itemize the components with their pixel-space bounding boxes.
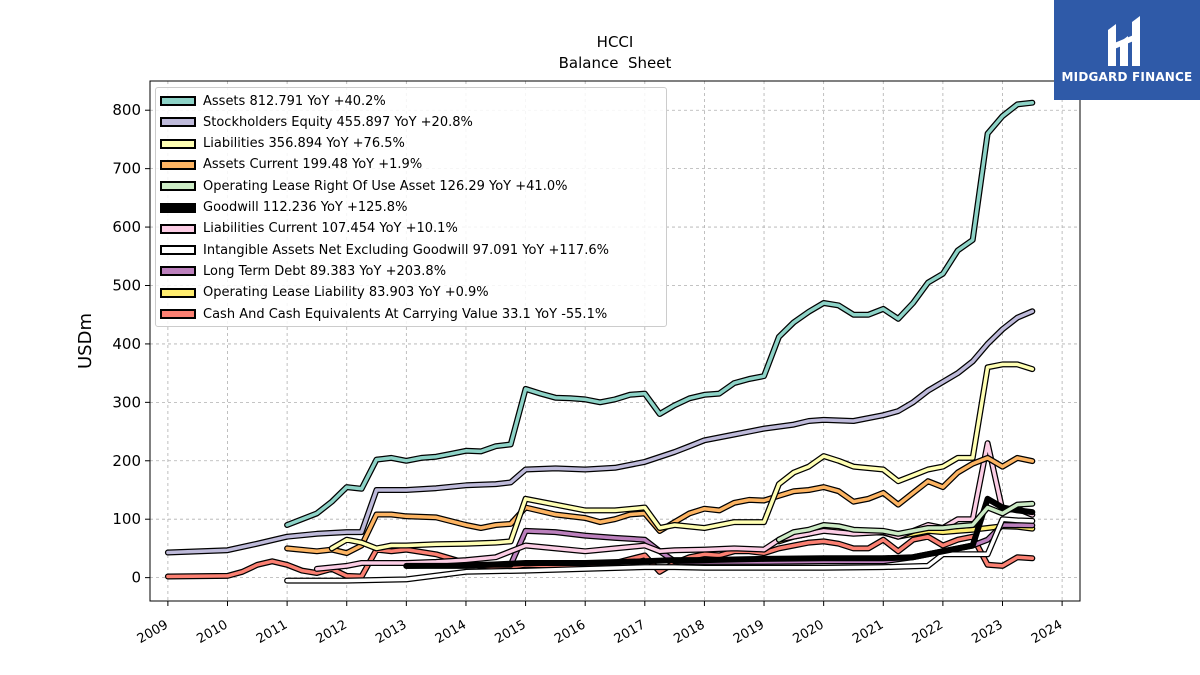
x-tick-label: 2012 — [314, 617, 350, 647]
brand-name: MIDGARD FINANCE — [1061, 70, 1193, 84]
legend-label: Liabilities 356.894 YoY +76.5% — [203, 136, 405, 152]
x-tick-label: 2016 — [552, 617, 588, 647]
chart-subtitle: Balance Sheet — [559, 54, 672, 72]
series-assets — [284, 99, 1036, 528]
series-assets-current — [284, 454, 1036, 557]
legend-item: Intangible Assets Net Excluding Goodwill… — [160, 240, 609, 260]
legend-item: Assets 812.791 YoY +40.2% — [160, 91, 386, 111]
legend-item: Goodwill 112.236 YoY +125.8% — [160, 198, 407, 218]
legend-swatch — [160, 309, 196, 319]
legend-swatch — [160, 159, 196, 170]
legend-label: Intangible Assets Net Excluding Goodwill… — [203, 242, 609, 258]
y-axis: 0 100 200 300 400 500 600 700 800 — [112, 101, 150, 587]
series-lines — [164, 99, 1036, 584]
legend-swatch — [160, 287, 196, 298]
x-tick-label: 2015 — [492, 617, 528, 647]
series-line — [330, 362, 1035, 551]
legend-label: Cash And Cash Equivalents At Carrying Va… — [203, 306, 608, 322]
y-tick-label: 700 — [112, 160, 141, 178]
series-line — [285, 517, 1035, 583]
legend-item: Operating Lease Liability 83.903 YoY +0.… — [160, 283, 489, 303]
legend-swatch — [160, 117, 196, 128]
series-liabilities — [328, 361, 1036, 552]
x-tick-label: 2023 — [969, 617, 1005, 647]
x-tick-label: 2017 — [612, 617, 648, 647]
series-operating-lease-right-of-use-asset — [775, 500, 1036, 543]
legend-swatch — [160, 223, 196, 234]
series-outline — [164, 308, 1036, 556]
y-axis-label: USDm — [75, 313, 96, 369]
x-tick-label: 2020 — [791, 617, 827, 647]
legend-label: Assets 812.791 YoY +40.2% — [203, 93, 386, 109]
x-tick-label: 2022 — [910, 617, 946, 647]
legend-swatch — [160, 138, 196, 149]
plot-frame — [149, 80, 1081, 602]
y-tick-label: 0 — [131, 569, 141, 587]
legend-swatch — [160, 96, 196, 106]
series-line — [315, 441, 1035, 571]
x-tick-label: 2024 — [1029, 617, 1065, 647]
chart-legend: Assets 812.791 YoY +40.2% Stockholders Eq… — [155, 87, 667, 327]
x-tick-label: 2011 — [254, 617, 290, 647]
series-line — [777, 502, 1035, 542]
series-line — [404, 497, 1035, 568]
x-tick-label: 2019 — [731, 617, 767, 647]
series-line — [166, 309, 1035, 555]
x-tick-label: 2021 — [850, 617, 886, 647]
y-tick-label: 400 — [112, 335, 141, 353]
legend-item: Long Term Debt 89.383 YoY +203.8% — [160, 261, 446, 281]
legend-item: Operating Lease Right Of Use Asset 126.2… — [160, 176, 567, 196]
legend-label: Liabilities Current 107.454 YoY +10.1% — [203, 221, 458, 237]
x-tick-label: 2013 — [373, 617, 409, 647]
series-liabilities-current — [313, 440, 1036, 572]
series-line — [285, 100, 1035, 527]
y-tick-label: 100 — [112, 510, 141, 528]
series-line — [285, 456, 1035, 555]
legend-label: Stockholders Equity 455.897 YoY +20.8% — [203, 114, 473, 130]
midgard-logo-icon — [1108, 16, 1140, 66]
legend-label: Operating Lease Liability 83.903 YoY +0.… — [203, 285, 489, 301]
series-intangible-assets-net-excluding-goodwill — [284, 516, 1036, 584]
legend-label: Assets Current 199.48 YoY +1.9% — [203, 157, 423, 173]
chart-title: HCCI — [597, 33, 634, 51]
brand-logo: MIDGARD FINANCE — [1054, 0, 1200, 100]
y-tick-label: 500 — [112, 276, 141, 294]
series-stockholders-equity — [164, 308, 1036, 556]
legend-label: Operating Lease Right Of Use Asset 126.2… — [203, 178, 568, 194]
x-tick-label: 2018 — [671, 617, 707, 647]
legend-swatch — [160, 181, 196, 192]
legend-label: Long Term Debt 89.383 YoY +203.8% — [203, 263, 447, 279]
legend-item: Stockholders Equity 455.897 YoY +20.8% — [160, 112, 473, 132]
x-tick-label: 2014 — [433, 617, 469, 647]
legend-item: Cash And Cash Equivalents At Carrying Va… — [160, 304, 607, 324]
legend-label: Goodwill 112.236 YoY +125.8% — [203, 200, 408, 215]
x-tick-label: 2010 — [194, 617, 230, 647]
legend-swatch — [160, 245, 196, 256]
legend-swatch — [160, 202, 196, 213]
legend-item: Liabilities Current 107.454 YoY +10.1% — [160, 219, 458, 239]
series-goodwill — [403, 495, 1036, 569]
y-tick-label: 300 — [112, 393, 141, 411]
y-tick-label: 200 — [112, 452, 141, 470]
x-axis: 2009 2010 2011 2012 2013 2014 2015 2016 2017 2018… — [135, 601, 1065, 647]
legend-item: Assets Current 199.48 YoY +1.9% — [160, 155, 422, 175]
legend-item: Liabilities 356.894 YoY +76.5% — [160, 134, 405, 154]
y-tick-label: 800 — [112, 101, 141, 119]
y-tick-label: 600 — [112, 218, 141, 236]
legend-swatch — [160, 266, 196, 277]
x-tick-label: 2009 — [135, 617, 171, 647]
